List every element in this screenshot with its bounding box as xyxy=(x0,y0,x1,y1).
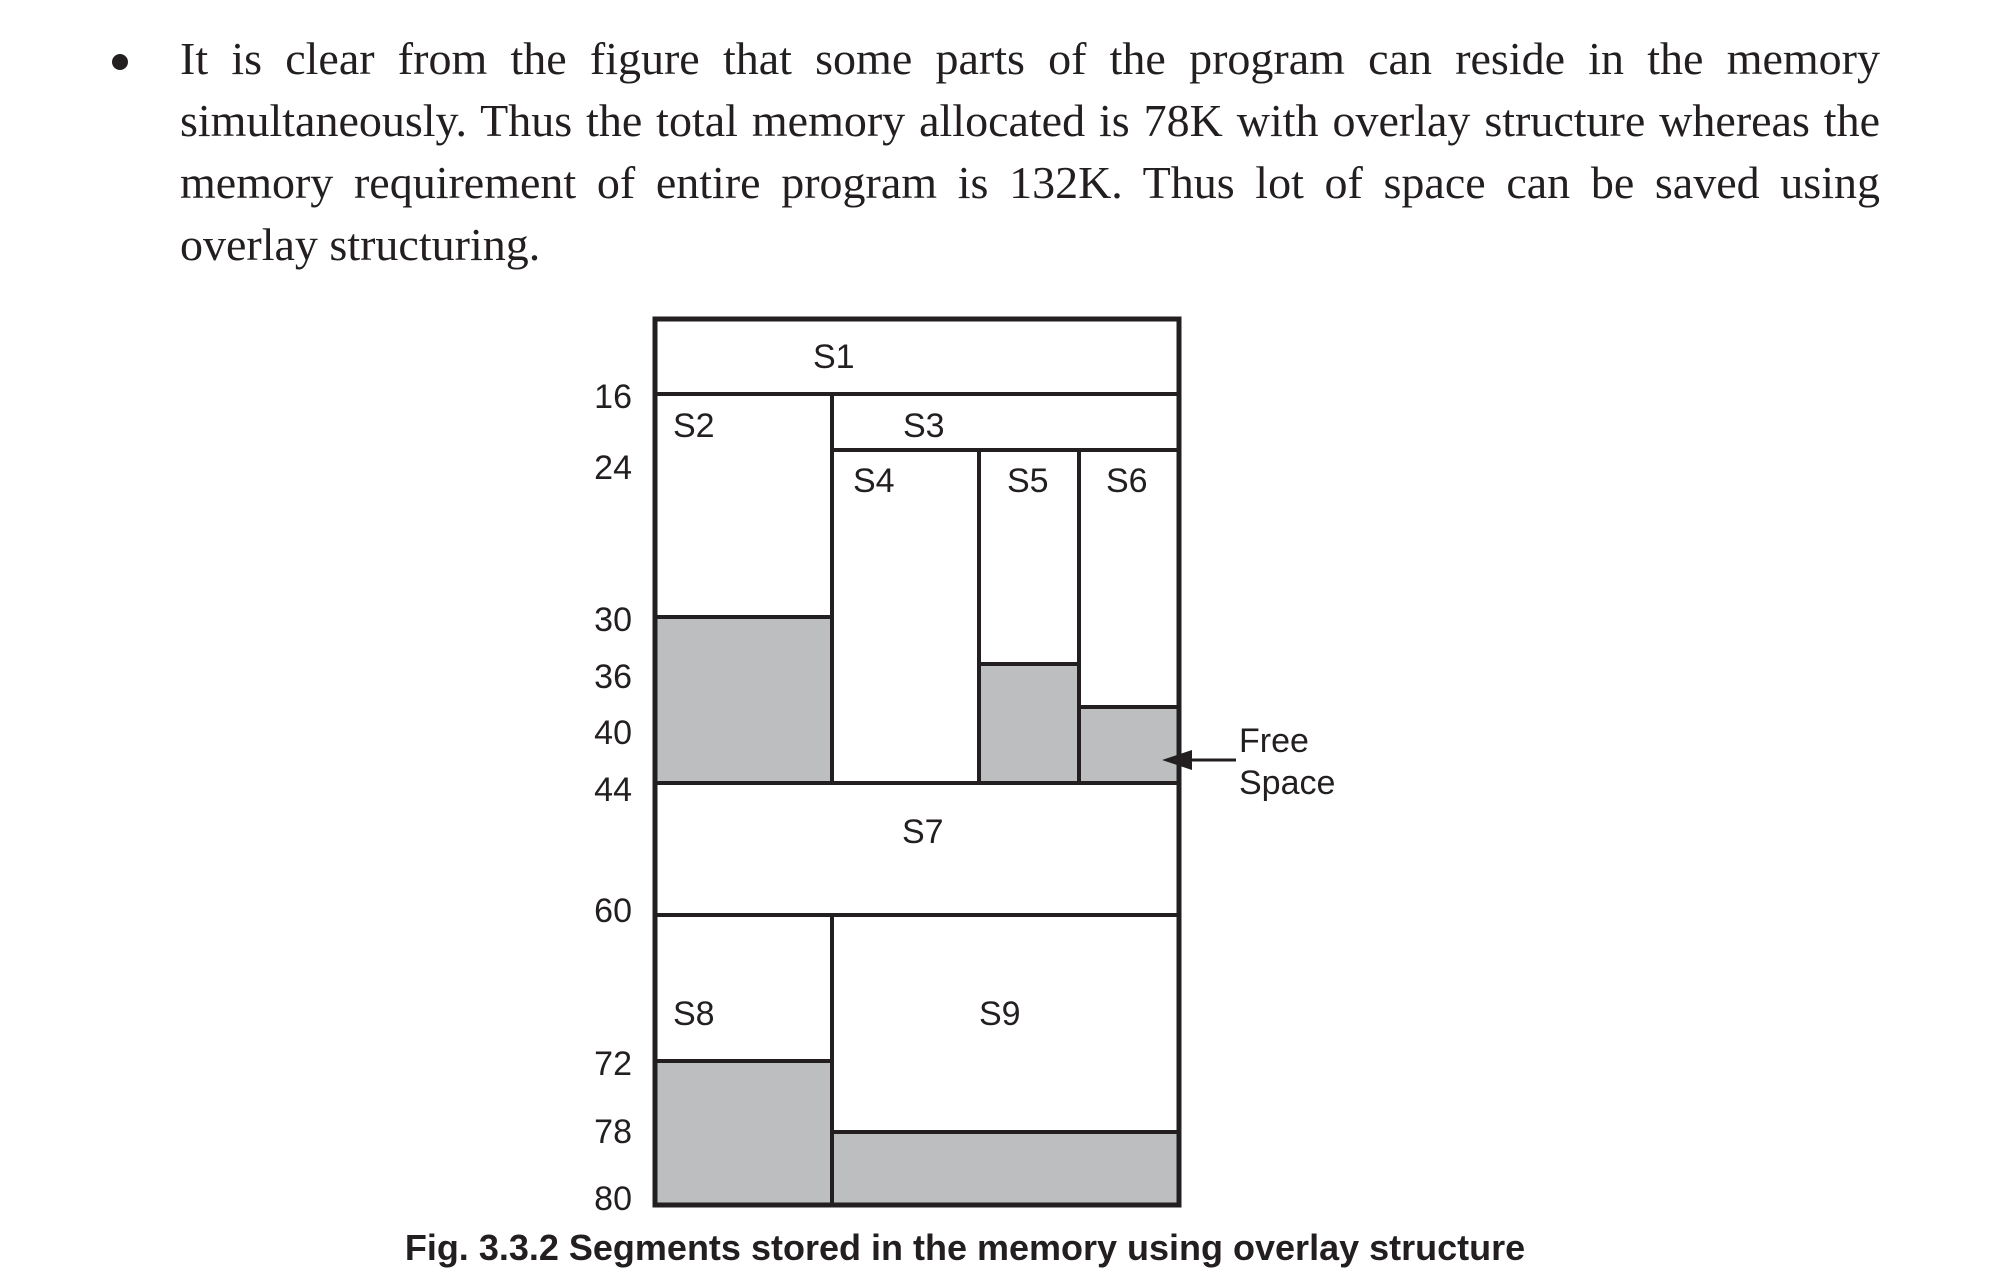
axis-label: 44 xyxy=(594,771,632,809)
free-space-s9 xyxy=(832,1132,1179,1205)
figure-caption: Fig. 3.3.2 Segments stored in the memory… xyxy=(404,1227,1526,1268)
free-space-label-line1: Free xyxy=(1239,722,1309,760)
paragraph-text: It is clear from the figure that some pa… xyxy=(180,33,1880,270)
segment-label-s2: S2 xyxy=(673,407,715,445)
axis-label: 72 xyxy=(594,1045,632,1083)
free-space-s2 xyxy=(655,617,832,783)
segment-label-s1: S1 xyxy=(813,338,855,376)
segment-labels: S1 S2 S3 S4 S5 S6 S7 S8 S9 xyxy=(673,338,1148,1033)
axis-label: 80 xyxy=(594,1180,632,1218)
axis-label: 36 xyxy=(594,658,632,696)
arrow-left-icon xyxy=(1162,750,1192,770)
free-space-s5 xyxy=(979,664,1079,783)
free-space-label-line2: Space xyxy=(1239,764,1335,802)
segment-label-s9: S9 xyxy=(979,995,1021,1033)
segment-label-s8: S8 xyxy=(673,995,715,1033)
free-space-regions xyxy=(655,617,1179,1205)
axis-label: 40 xyxy=(594,714,632,752)
segment-label-s4: S4 xyxy=(853,462,895,500)
axis-label: 60 xyxy=(594,892,632,930)
axis-label: 16 xyxy=(594,378,632,416)
free-space-s6 xyxy=(1079,707,1179,783)
bullet-dot-icon xyxy=(112,54,128,70)
segment-label-s3: S3 xyxy=(903,407,945,445)
memory-axis: 16 24 30 36 40 44 60 72 78 80 xyxy=(594,378,632,1218)
axis-label: 24 xyxy=(594,449,632,487)
segment-label-s5: S5 xyxy=(1007,462,1049,500)
segment-label-s6: S6 xyxy=(1106,462,1148,500)
free-space-s8 xyxy=(655,1061,832,1205)
segment-borders xyxy=(652,316,1182,1208)
axis-label: 78 xyxy=(594,1113,632,1151)
segment-label-s7: S7 xyxy=(902,813,944,851)
axis-label: 30 xyxy=(594,601,632,639)
free-space-callout: Free Space xyxy=(1162,722,1335,802)
